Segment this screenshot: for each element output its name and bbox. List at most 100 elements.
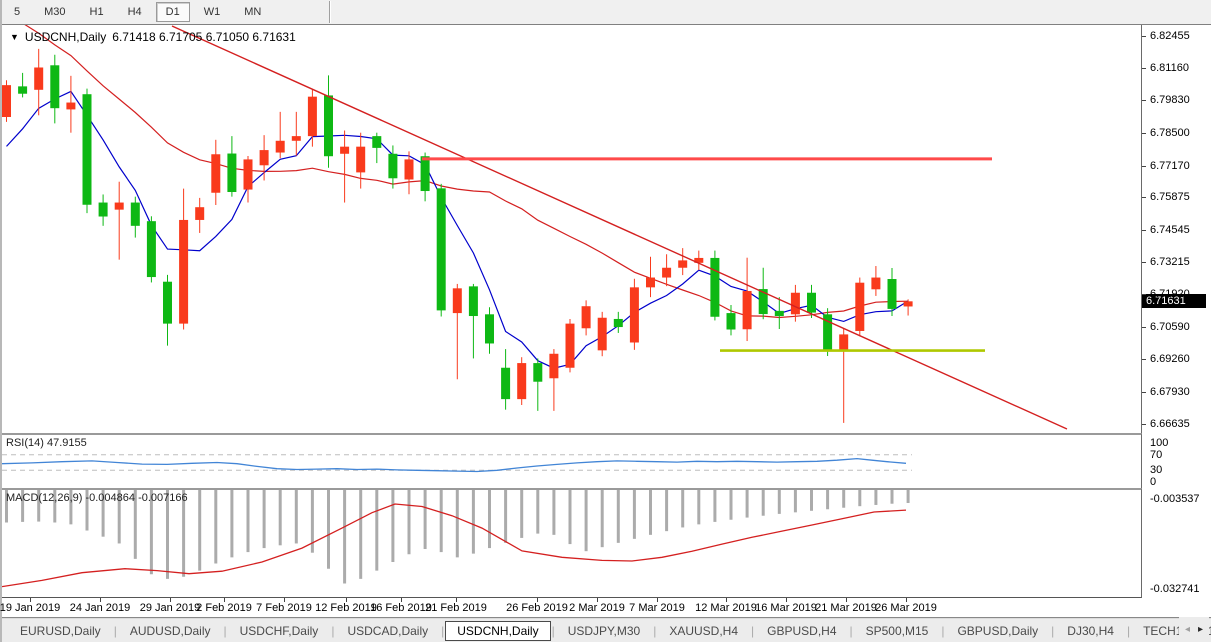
timeframe-button-d1[interactable]: D1 <box>155 2 190 22</box>
candle-body <box>130 202 140 226</box>
candle-body <box>420 156 430 192</box>
date-label: 21 Mar 2019 <box>815 602 877 614</box>
timeframe-button-m30[interactable]: M30 <box>44 6 66 18</box>
tab-separator: | <box>1051 623 1055 638</box>
candle-body <box>517 363 527 400</box>
date-label: 16 Mar 2019 <box>755 602 817 614</box>
tab-separator: | <box>331 623 335 638</box>
price-tick <box>1142 359 1146 361</box>
date-tick <box>284 598 285 602</box>
candle-body <box>324 95 333 157</box>
candle-body <box>887 279 897 309</box>
tab-scroll-arrows: ◂ ▸ <box>1178 617 1209 642</box>
date-label: 7 Mar 2019 <box>629 602 685 614</box>
candle-body <box>452 288 462 314</box>
macd-canvas <box>2 490 910 588</box>
date-label: 12 Feb 2019 <box>315 602 377 614</box>
current-price-badge: 6.71631 <box>1142 294 1206 309</box>
date-label: 12 Mar 2019 <box>695 602 757 614</box>
tab-scroll-right-icon[interactable]: ▸ <box>1197 624 1203 635</box>
tab-scroll-left-icon[interactable]: ◂ <box>1184 624 1190 635</box>
date-tick <box>537 598 538 602</box>
candle-body <box>823 314 833 352</box>
price-label: 6.77170 <box>1150 159 1190 172</box>
timeframe-button-h4[interactable]: H4 <box>127 6 142 18</box>
timeframe-button-mn[interactable]: MN <box>244 6 262 18</box>
price-chart-canvas[interactable] <box>2 25 1141 432</box>
candle-body <box>613 318 623 328</box>
candle-body <box>372 136 382 148</box>
date-tick <box>30 598 31 602</box>
chart-title: ▼ USDCNH,Daily 6.71418 6.71705 6.71050 6… <box>10 30 296 44</box>
candle-body <box>807 292 816 313</box>
candle-body <box>66 102 76 110</box>
date-label: 7 Feb 2019 <box>256 602 312 614</box>
date-axis[interactable]: 19 Jan 2019 24 Jan 2019 29 Jan 2019 2 Feb 2… <box>0 598 1142 618</box>
symbol-title: USDCNH,Daily <box>24 30 107 44</box>
candle-body <box>533 363 543 382</box>
price-tick <box>1142 294 1146 296</box>
timeframe-button-h1[interactable]: H1 <box>89 6 104 18</box>
tab-separator: | <box>113 623 117 638</box>
macd-panel[interactable]: MACD(12,26,9) -0.004864 -0.007166 <box>2 488 1142 598</box>
candle-body <box>50 65 60 109</box>
chart-tab-gbpusd[interactable]: GBPUSD,H4 <box>767 623 837 638</box>
candle-body <box>179 219 189 324</box>
candle-body <box>436 188 446 311</box>
tab-separator: | <box>441 623 445 638</box>
candle-body <box>629 287 639 343</box>
rsi-panel[interactable]: RSI(14) 47.9155 <box>2 433 1142 488</box>
candle-body <box>726 313 736 330</box>
chevron-down-icon[interactable]: ▼ <box>10 32 19 42</box>
date-label: 21 Feb 2019 <box>425 602 487 614</box>
chart-tab-xauusd[interactable]: XAUUSD,H4 <box>669 623 739 638</box>
price-tick <box>1142 262 1146 264</box>
macd-signal-line <box>2 503 907 588</box>
timeframe-button-w1[interactable]: W1 <box>203 6 221 18</box>
chart-tab-eurusd[interactable]: EURUSD,Daily <box>20 623 101 638</box>
candle-body <box>275 140 285 153</box>
candle-body <box>742 291 752 330</box>
candle-body <box>565 323 575 368</box>
price-chart-panel[interactable]: ▼ USDCNH,Daily 6.71418 6.71705 6.71050 6… <box>2 25 1142 433</box>
date-label: 29 Jan 2019 <box>139 602 201 614</box>
chart-tab-dj30[interactable]: DJ30,H4 <box>1067 623 1114 638</box>
candle-body <box>227 153 237 193</box>
date-label: 26 Mar 2019 <box>875 602 937 614</box>
date-label: 2 Feb 2019 <box>196 602 252 614</box>
candle-body <box>259 150 269 166</box>
date-tick <box>906 598 907 602</box>
title-ohlc-values: 6.71418 6.71705 6.71050 6.71631 <box>112 30 296 44</box>
candle-body <box>146 221 156 278</box>
date-label: 16 Feb 2019 <box>370 602 432 614</box>
chart-tab-usdchf[interactable]: USDCHF,Daily <box>239 623 319 638</box>
chart-tab-audusd[interactable]: AUDUSD,Daily <box>129 623 211 638</box>
chart-tab-usdjpy[interactable]: USDJPY,M30 <box>567 623 641 638</box>
candle-body <box>485 314 494 344</box>
date-label: 2 Mar 2019 <box>569 602 625 614</box>
candle-body <box>243 159 253 190</box>
date-label: 24 Jan 2019 <box>69 602 131 614</box>
tab-separator: | <box>941 623 945 638</box>
chart-tab-gbpusd[interactable]: GBPUSD,Daily <box>957 623 1039 638</box>
chart-tab-usdcnh[interactable]: USDCNH,Daily <box>445 620 551 641</box>
candle-body <box>340 146 350 154</box>
candle-body <box>163 281 172 324</box>
tab-separator: | <box>653 623 657 638</box>
date-tick <box>224 598 225 602</box>
candle-body <box>98 202 108 217</box>
chart-tab-usdcad[interactable]: USDCAD,Daily <box>347 623 429 638</box>
price-tick <box>1142 67 1146 69</box>
price-tick <box>1142 165 1146 167</box>
candle-body <box>581 306 591 329</box>
date-label: 19 Jan 2019 <box>0 602 61 614</box>
timeframe-button-5[interactable]: 5 <box>14 6 21 18</box>
rsi-axis-label: 30 <box>1150 464 1163 477</box>
price-tick <box>1142 132 1146 134</box>
candle-body <box>678 260 688 268</box>
price-label: 6.78500 <box>1150 126 1190 139</box>
chart-tab-sp500[interactable]: SP500,M15 <box>865 623 929 638</box>
candle-body <box>710 257 720 317</box>
candle-body <box>195 207 205 220</box>
price-axis[interactable]: 6.71631 6.82455 6.81160 6.79830 6.78500 6.77… <box>1142 25 1211 599</box>
